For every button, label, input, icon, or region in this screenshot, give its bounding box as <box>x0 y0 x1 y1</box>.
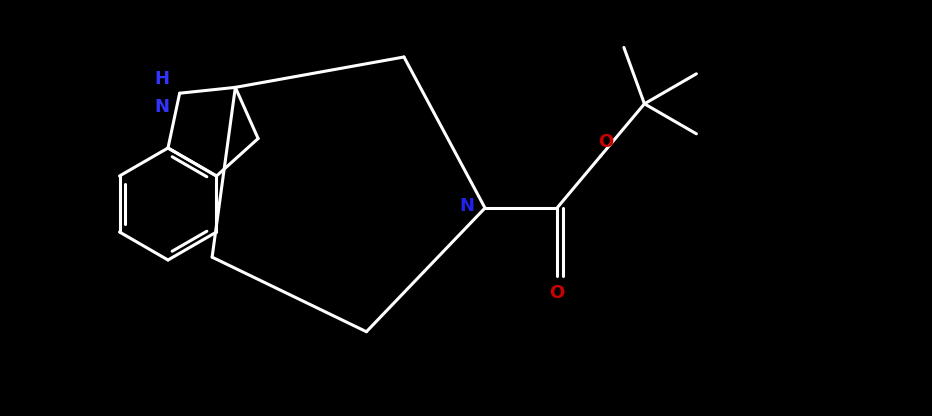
Text: O: O <box>549 284 565 302</box>
Text: N: N <box>155 98 170 116</box>
Text: O: O <box>598 133 613 151</box>
Text: N: N <box>459 197 474 215</box>
Text: H: H <box>155 70 170 88</box>
